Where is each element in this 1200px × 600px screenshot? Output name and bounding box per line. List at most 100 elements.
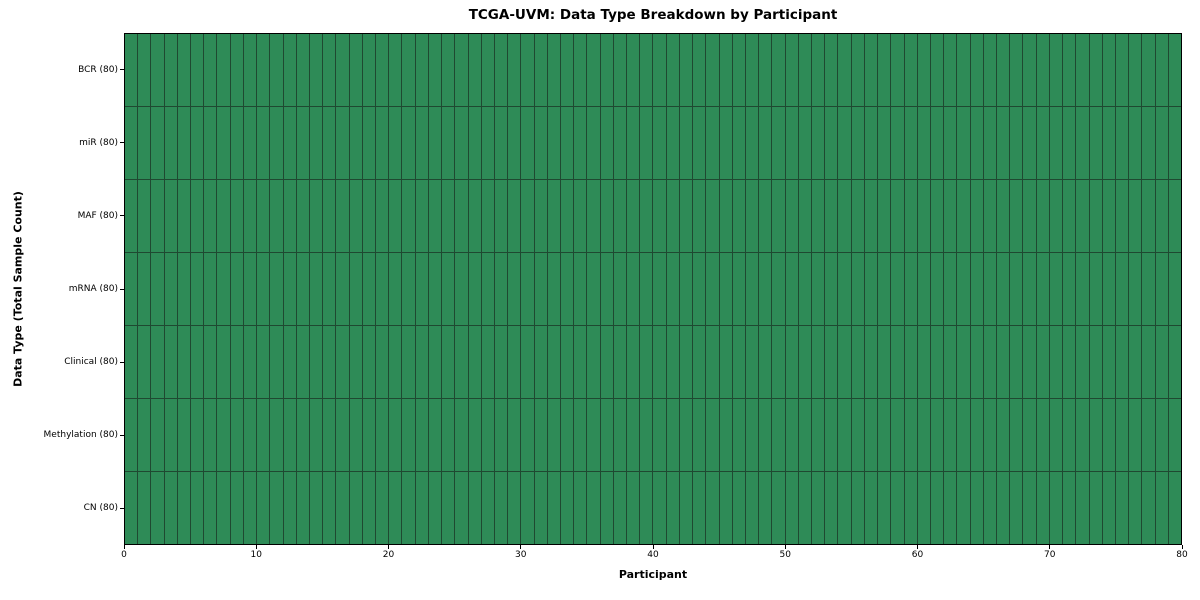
- heatmap-cell: [376, 107, 389, 179]
- heatmap-cell: [455, 180, 468, 252]
- heatmap-cell: [719, 326, 732, 398]
- heatmap-cell: [732, 472, 745, 544]
- heatmap-cell: [402, 253, 415, 325]
- heatmap-cell: [468, 107, 481, 179]
- heatmap-cell: [1010, 34, 1023, 106]
- heatmap-cell: [878, 472, 891, 544]
- heatmap-cell: [785, 399, 798, 471]
- heatmap-cell: [217, 399, 230, 471]
- heatmap-cell: [468, 326, 481, 398]
- heatmap-cell: [547, 34, 560, 106]
- heatmap-cell: [719, 180, 732, 252]
- heatmap-cell: [613, 472, 627, 544]
- heatmap-cell: [270, 107, 283, 179]
- heatmap-cell: [693, 399, 706, 471]
- heatmap-cell: [151, 107, 164, 179]
- heatmap-cell: [640, 180, 653, 252]
- heatmap-cell: [693, 253, 706, 325]
- heatmap-cell: [428, 107, 442, 179]
- heatmap-cell: [1010, 180, 1023, 252]
- heatmap-cell: [138, 34, 151, 106]
- heatmap-cell: [798, 34, 812, 106]
- heatmap-cell: [547, 253, 560, 325]
- heatmap-cell: [825, 326, 838, 398]
- heatmap-cell: [930, 107, 944, 179]
- heatmap-cell: [653, 399, 666, 471]
- heatmap-cell: [627, 326, 640, 398]
- heatmap-cell: [283, 399, 296, 471]
- heatmap-cell: [679, 107, 693, 179]
- heatmap-cell: [1089, 180, 1102, 252]
- heatmap-cell: [917, 107, 930, 179]
- heatmap-cell: [362, 472, 376, 544]
- heatmap-cell: [679, 34, 693, 106]
- heatmap-cell: [706, 253, 719, 325]
- heatmap-cell: [309, 399, 323, 471]
- heatmap-cell: [587, 107, 600, 179]
- heatmap-cell: [1036, 326, 1049, 398]
- heatmap-cell: [957, 326, 970, 398]
- heatmap-cell: [561, 326, 574, 398]
- heatmap-cell: [283, 472, 296, 544]
- heatmap-cell: [428, 326, 442, 398]
- heatmap-cell: [376, 399, 389, 471]
- heatmap-cell: [1049, 253, 1063, 325]
- heatmap-cell: [666, 326, 679, 398]
- heatmap-cell: [257, 180, 270, 252]
- heatmap-cell: [415, 399, 428, 471]
- heatmap-cell: [455, 326, 468, 398]
- heatmap-cell: [217, 472, 230, 544]
- heatmap-cell: [600, 326, 613, 398]
- x-tick-mark: [1181, 545, 1183, 549]
- heatmap-cell: [309, 180, 323, 252]
- heatmap-cell: [798, 472, 812, 544]
- heatmap-cell: [270, 326, 283, 398]
- heatmap-cell: [574, 34, 587, 106]
- heatmap-cell: [521, 253, 534, 325]
- heatmap-cell: [838, 326, 851, 398]
- heatmap-cell: [1010, 253, 1023, 325]
- heatmap-cell: [428, 399, 442, 471]
- heatmap-cell: [944, 253, 957, 325]
- heatmap-cell: [1036, 253, 1049, 325]
- heatmap-cell: [534, 180, 547, 252]
- heatmap-cell: [944, 326, 957, 398]
- x-tick-mark: [1049, 545, 1051, 549]
- heatmap-cell: [1049, 399, 1063, 471]
- heatmap-cell: [217, 326, 230, 398]
- heatmap-cell: [1115, 107, 1129, 179]
- heatmap-cell: [217, 107, 230, 179]
- y-tick-mark: [120, 288, 124, 290]
- heatmap-cell: [851, 326, 864, 398]
- heatmap-cell: [1168, 253, 1181, 325]
- heatmap-cell: [600, 399, 613, 471]
- heatmap-cell: [983, 107, 997, 179]
- heatmap-cell: [706, 180, 719, 252]
- heatmap-cell: [1076, 107, 1089, 179]
- heatmap-cell: [587, 253, 600, 325]
- heatmap-cell: [772, 326, 785, 398]
- heatmap-cell: [719, 34, 732, 106]
- x-tick-mark: [255, 545, 257, 549]
- heatmap-cell: [587, 34, 600, 106]
- heatmap-cell: [574, 253, 587, 325]
- heatmap-cell: [732, 34, 745, 106]
- heatmap-cell: [494, 180, 508, 252]
- heatmap-cell: [508, 107, 521, 179]
- heatmap-cell: [508, 472, 521, 544]
- heatmap-cell: [1089, 34, 1102, 106]
- heatmap-cell: [1115, 472, 1129, 544]
- heatmap-cell: [257, 399, 270, 471]
- heatmap-cell: [494, 326, 508, 398]
- heatmap-cell: [494, 399, 508, 471]
- heatmap-cell: [389, 107, 402, 179]
- heatmap-cell: [706, 34, 719, 106]
- heatmap-cell: [125, 253, 138, 325]
- heatmap-cell: [402, 326, 415, 398]
- heatmap-cell: [772, 180, 785, 252]
- heatmap-cell: [930, 472, 944, 544]
- heatmap-cell: [125, 180, 138, 252]
- heatmap-cell: [864, 326, 878, 398]
- heatmap-cell: [1129, 399, 1142, 471]
